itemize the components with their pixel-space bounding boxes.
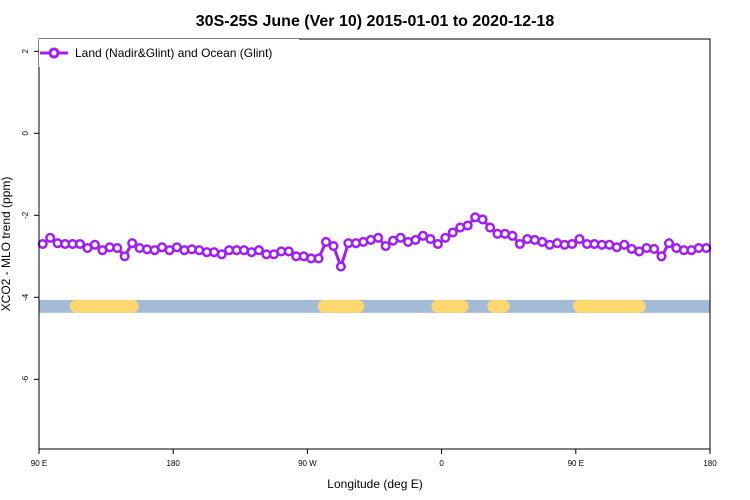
data-point [45, 232, 56, 243]
data-point [462, 220, 473, 231]
data-point [74, 238, 86, 250]
data-point [477, 214, 488, 225]
series-group [37, 212, 712, 272]
data-point [649, 243, 660, 254]
data-point [37, 238, 48, 250]
data-point [432, 238, 443, 250]
data-point [313, 253, 324, 264]
y-tick-label: -6 [21, 375, 30, 383]
data-point [320, 236, 332, 247]
data-point [656, 251, 667, 262]
y-axis-label: XCO2 - MLO trend (ppm) [0, 177, 13, 312]
data-point [373, 232, 384, 243]
y-axis: 2 0 -2 -4 -6 [21, 49, 39, 383]
data-point [253, 245, 264, 256]
data-point [514, 238, 525, 250]
data-point [410, 234, 421, 245]
x-tick-label: 180 [167, 459, 181, 468]
data-point [447, 227, 458, 238]
data-point [328, 241, 339, 252]
data-point [507, 230, 518, 241]
data-point [619, 239, 630, 250]
legend-label: Land (Nadir&Glint) and Ocean (Glint) [75, 46, 272, 60]
chart-title: 30S-25S June (Ver 10) 2015-01-01 to 2020… [196, 13, 555, 30]
data-point [335, 261, 346, 272]
y-tick-label: 2 [21, 49, 30, 54]
data-point [216, 249, 227, 260]
y-tick-label: 0 [21, 131, 30, 136]
y-tick-label: -4 [21, 293, 30, 301]
x-tick-label: 90 E [31, 459, 47, 468]
x-axis: 90 E 180 90 W 0 90 E 180 [31, 449, 717, 468]
data-point [119, 251, 130, 262]
data-point [283, 246, 294, 257]
x-axis-label: Longitude (deg E) [327, 477, 422, 491]
y-tick-label: -2 [21, 211, 30, 219]
data-point [485, 222, 496, 233]
x-tick-label: 180 [703, 459, 717, 468]
data-point [701, 243, 712, 254]
legend: Land (Nadir&Glint) and Ocean (Glint) [39, 39, 299, 67]
data-point [127, 238, 138, 249]
x-tick-label: 90 E [568, 459, 584, 468]
x-tick-label: 0 [439, 459, 444, 468]
data-point [567, 238, 578, 250]
x-tick-label: 90 W [298, 459, 317, 468]
data-point [395, 232, 406, 243]
plot-frame [38, 38, 711, 450]
data-point [89, 239, 100, 250]
legend-marker [48, 47, 60, 59]
data-point [425, 234, 436, 245]
legend-box [39, 39, 299, 67]
data-point [112, 243, 123, 254]
data-point [440, 232, 451, 243]
data-point [574, 234, 585, 245]
data-point [663, 238, 675, 249]
data-point [380, 241, 391, 252]
